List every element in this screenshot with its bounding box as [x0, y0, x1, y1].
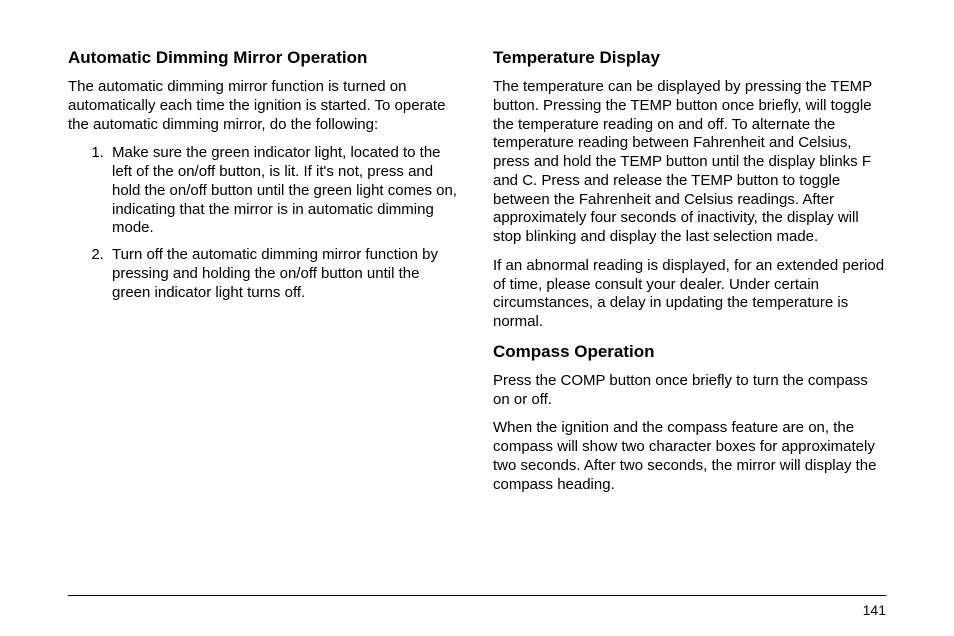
right-column: Temperature Display The temperature can …: [493, 48, 886, 504]
paragraph-temp-main: The temperature can be displayed by pres…: [493, 78, 886, 247]
steps-list: Make sure the green indicator light, loc…: [68, 144, 461, 302]
page-number: 141: [863, 602, 886, 618]
content-columns: Automatic Dimming Mirror Operation The a…: [68, 48, 886, 504]
left-column: Automatic Dimming Mirror Operation The a…: [68, 48, 461, 504]
paragraph-temp-abnormal: If an abnormal reading is displayed, for…: [493, 257, 886, 332]
paragraph-compass-heading: When the ignition and the compass featur…: [493, 419, 886, 494]
footer-rule: [68, 595, 886, 596]
step-item: Turn off the automatic dimming mirror fu…: [108, 246, 461, 302]
heading-automatic-dimming: Automatic Dimming Mirror Operation: [68, 48, 461, 68]
paragraph-intro: The automatic dimming mirror function is…: [68, 78, 461, 134]
step-item: Make sure the green indicator light, loc…: [108, 144, 461, 238]
paragraph-compass-toggle: Press the COMP button once briefly to tu…: [493, 372, 886, 410]
heading-temperature-display: Temperature Display: [493, 48, 886, 68]
heading-compass-operation: Compass Operation: [493, 342, 886, 362]
